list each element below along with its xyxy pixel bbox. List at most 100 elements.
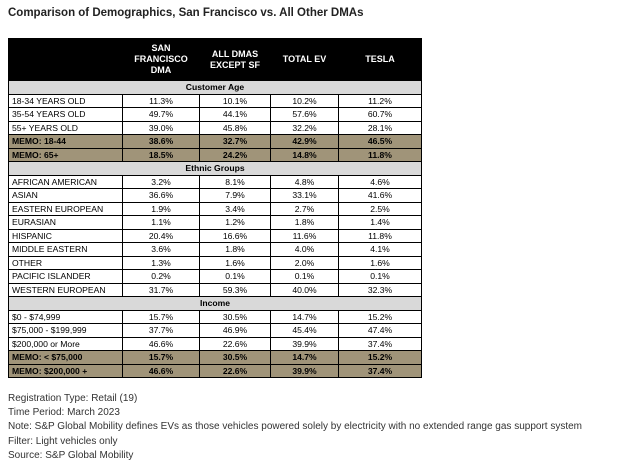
cell-value: 1.9% [122,201,200,216]
data-row: OTHER 1.3% 1.6% 2.0% 1.6% [8,255,422,270]
row-label: 35-54 YEARS OLD [8,107,123,122]
cell-value: 42.9% [270,134,339,149]
cell-value: 1.1% [122,215,200,230]
demographics-table: SAN FRANCISCO DMA ALL DMAS EXCEPT SF TOTAL… [8,38,422,378]
row-label: ASIAN [8,188,123,203]
cell-value: 0.1% [270,269,339,284]
cell-value: 1.3% [122,255,200,270]
cell-value: 45.4% [270,323,339,338]
cell-value: 1.2% [199,215,271,230]
memo-row: MEMO: $200,000 +46.6% 22.6% 39.9% 37.4% [8,363,422,378]
cell-value: 32.2% [270,120,339,135]
cell-value: 45.8% [199,120,271,135]
cell-value: 0.1% [199,269,271,284]
cell-value: 10.2% [270,93,339,108]
row-label: $200,000 or More [8,336,123,351]
cell-value: 14.7% [270,309,339,324]
cell-value: 37.4% [338,336,422,351]
cell-value: 14.8% [270,147,339,162]
row-label: HISPANIC [8,228,123,243]
cell-value: 46.6% [122,336,200,351]
cell-value: 49.7% [122,107,200,122]
cell-value: 30.5% [199,350,271,365]
cell-value: 39.9% [270,336,339,351]
cell-value: 11.6% [270,228,339,243]
cell-value: 4.6% [338,174,422,189]
cell-value: 33.1% [270,188,339,203]
data-row: 35-54 YEARS OLD 49.7% 44.1% 57.6% 60.7% [8,107,422,122]
cell-value: 44.1% [199,107,271,122]
cell-value: 46.9% [199,323,271,338]
cell-value: 1.6% [199,255,271,270]
data-row: MIDDLE EASTERN 3.6% 1.8% 4.0% 4.1% [8,242,422,257]
row-label: OTHER [8,255,123,270]
memo-row: MEMO: 18-44 38.6% 32.7% 42.9% 46.5% [8,134,422,149]
data-row: EURASIAN 1.1% 1.2% 1.8% 1.4% [8,215,422,230]
cell-value: 1.8% [199,242,271,257]
cell-value: 1.4% [338,215,422,230]
column-header: TESLA [338,38,422,81]
cell-value: 11.3% [122,93,200,108]
cell-value: 3.4% [199,201,271,216]
cell-value: 1.8% [270,215,339,230]
section-row: Ethnic Groups [8,161,422,176]
cell-value: 2.7% [270,201,339,216]
data-row: 18-34 YEARS OLD 11.3% 10.1% 10.2% 11.2% [8,93,422,108]
cell-value: 31.7% [122,282,200,297]
data-row: EASTERN EUROPEAN 1.9% 3.4% 2.7% 2.5% [8,201,422,216]
row-label: PACIFIC ISLANDER [8,269,123,284]
cell-value: 39.9% [270,363,339,378]
memo-row: MEMO: 65+ 18.5% 24.2% 14.8% 11.8% [8,147,422,162]
data-row: AFRICAN AMERICAN 3.2% 8.1% 4.8% 4.6% [8,174,422,189]
cell-value: 46.6% [122,363,200,378]
section-title: Income [8,296,422,311]
section-row: Customer Age [8,80,422,95]
data-row: WESTERN EUROPEAN 31.7% 59.3% 40.0% 32.3% [8,282,422,297]
cell-value: 8.1% [199,174,271,189]
cell-value: 37.7% [122,323,200,338]
title: Comparison of Demographics, San Francisc… [8,7,364,19]
cell-value: 7.9% [199,188,271,203]
cell-value: 0.2% [122,269,200,284]
row-label: EASTERN EUROPEAN [8,201,123,216]
data-row: $200,000 or More 46.6% 22.6% 39.9% 37.4% [8,336,422,351]
cell-value: 11.8% [338,147,422,162]
cell-value: 4.8% [270,174,339,189]
data-row: HISPANIC 20.4% 16.6% 11.6% 11.8% [8,228,422,243]
cell-value: 2.5% [338,201,422,216]
section-title: Customer Age [8,80,422,95]
cell-value: 4.1% [338,242,422,257]
cell-value: 18.5% [122,147,200,162]
row-label: MEMO: $200,000 + [8,363,123,378]
data-row: PACIFIC ISLANDER 0.2% 0.1% 0.1% 0.1% [8,269,422,284]
row-label: 18-34 YEARS OLD [8,93,123,108]
header-row: SAN FRANCISCO DMA ALL DMAS EXCEPT SF TOTAL… [8,38,422,81]
section-row: Income [8,296,422,311]
cell-value: 28.1% [338,120,422,135]
cell-value: 40.0% [270,282,339,297]
note-line: Filter: Light vehicles only [8,435,118,447]
cell-value: 32.3% [338,282,422,297]
cell-value: 3.2% [122,174,200,189]
cell-value: 37.4% [338,363,422,378]
cell-value: 60.7% [338,107,422,122]
data-row: $75,000 - $199,999 37.7% 46.9% 45.4% 47.4% [8,323,422,338]
cell-value: 4.0% [270,242,339,257]
cell-value: 11.2% [338,93,422,108]
cell-value: 16.6% [199,228,271,243]
cell-value: 10.1% [199,93,271,108]
column-header: SAN FRANCISCO DMA [122,38,200,81]
memo-row: MEMO: < $75,000 15.7% 30.5% 14.7% 15.2% [8,350,422,365]
row-label: $0 - $74,999 [8,309,123,324]
column-header: TOTAL EV [270,38,339,81]
cell-value: 20.4% [122,228,200,243]
row-label: MEMO: 18-44 [8,134,123,149]
row-label: MEMO: 65+ [8,147,123,162]
cell-value: 1.6% [338,255,422,270]
cell-value: 41.6% [338,188,422,203]
row-label: MEMO: < $75,000 [8,350,123,365]
notes: Registration Type: Retail (19) Time Perio… [8,392,582,463]
cell-value: 32.7% [199,134,271,149]
cell-value: 11.8% [338,228,422,243]
cell-value: 15.2% [338,309,422,324]
